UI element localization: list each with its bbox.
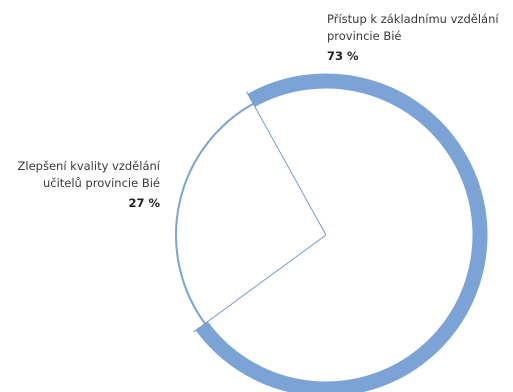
- slice-label-access: Přístup k základnímu vzdělání provincie …: [327, 12, 499, 63]
- slice-label-quality-line-1: Zlepšení kvality vzdělání: [18, 159, 161, 173]
- slice-label-access-line-1: Přístup k základnímu vzdělání: [327, 12, 499, 26]
- slice-value-access: 73 %: [327, 49, 359, 63]
- slices: [175, 73, 488, 392]
- slice-arc-access: [195, 73, 488, 392]
- slice-divider-2: [193, 234, 327, 333]
- slice-label-quality-line-2: učitelů provincie Bié: [43, 176, 160, 190]
- slice-arc-quality: [175, 102, 254, 325]
- slice-divider-1: [246, 91, 327, 236]
- slice-dividers: [193, 91, 327, 333]
- slice-label-quality: Zlepšení kvality vzdělání učitelů provin…: [18, 159, 161, 210]
- slice-value-quality: 27 %: [128, 196, 160, 210]
- slice-label-access-line-2: provincie Bié: [327, 29, 402, 43]
